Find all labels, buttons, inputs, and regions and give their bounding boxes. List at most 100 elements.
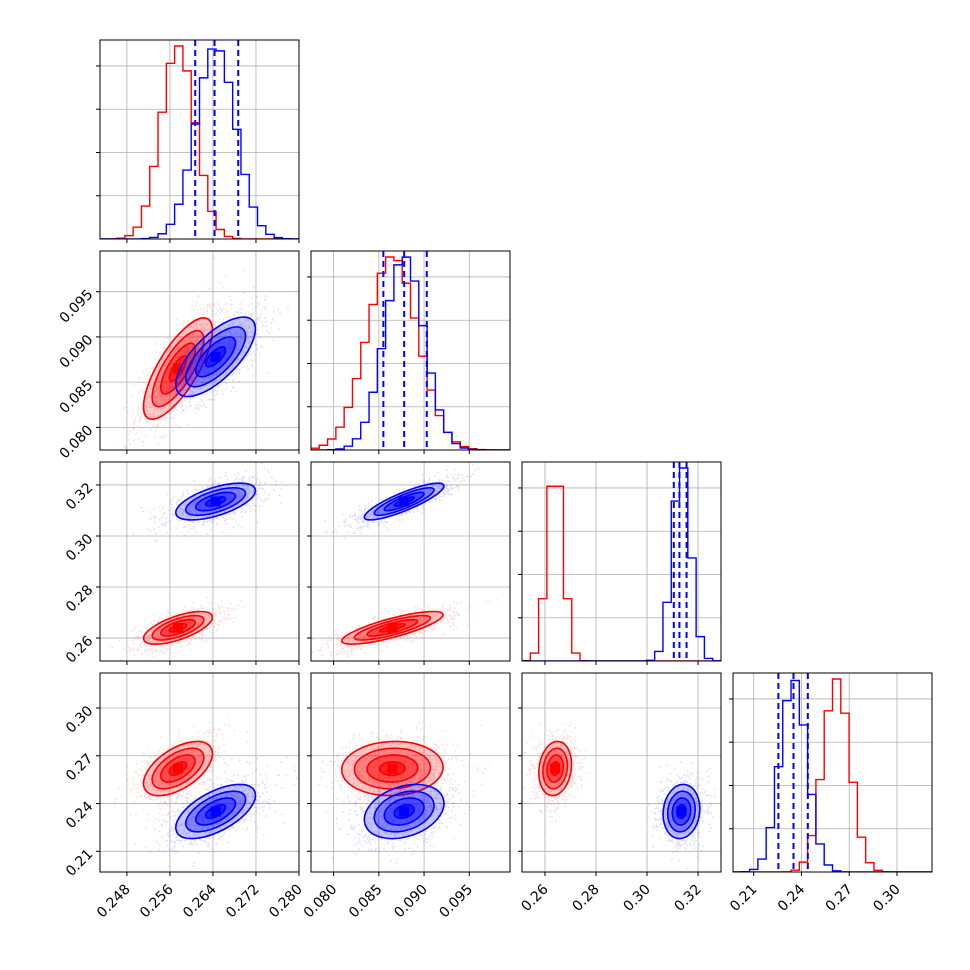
contour-line: [194, 491, 237, 512]
contour-line: [142, 317, 214, 421]
density-peak: [676, 806, 687, 817]
contour-line: [194, 797, 237, 826]
y-tick-label: 0.27: [63, 751, 96, 784]
panel-content: [100, 40, 299, 239]
contour-line: [204, 803, 227, 820]
y-tick-label: 0.21: [63, 846, 96, 879]
x-tick-label: 0.280: [266, 882, 306, 922]
panel-frame: [310, 672, 511, 873]
contour-line: [363, 783, 445, 840]
panel-0-0: [96, 39, 300, 243]
panel-content: [311, 673, 510, 872]
x-tick-label: 0.090: [391, 882, 431, 922]
contour-line: [175, 482, 257, 521]
histogram-step-line: [522, 467, 721, 661]
contour-line: [393, 803, 415, 820]
x-tick-label: 0.085: [346, 882, 386, 922]
density-peak: [172, 363, 183, 374]
contour-line: [184, 326, 247, 388]
y-tick-label: 0.095: [57, 287, 97, 327]
y-tick-label: 0.090: [57, 332, 97, 372]
contour-line: [538, 740, 573, 797]
x-tick-label: 0.26: [518, 881, 551, 914]
panel-content: [100, 251, 299, 450]
contour-line: [373, 486, 435, 517]
contour-line: [142, 610, 214, 645]
panel-3-3: [729, 672, 933, 876]
histogram-step-line: [733, 678, 932, 872]
panel-2-1: [307, 461, 511, 665]
y-tick-label: 0.085: [57, 377, 97, 417]
density-peak: [210, 351, 221, 362]
contour-line: [378, 622, 406, 633]
contour-line: [168, 622, 188, 633]
panel-1-0: [96, 250, 300, 454]
contour-line: [142, 740, 214, 797]
panel-content: [733, 673, 932, 872]
histogram-step-line: [733, 679, 932, 872]
contour-line: [175, 783, 257, 840]
density-peak: [550, 763, 561, 774]
panel-3-2: [518, 672, 722, 876]
panel-frame: [521, 672, 722, 873]
histogram-step-line: [311, 256, 510, 450]
contour-line: [151, 329, 205, 408]
x-tick-label: 0.30: [870, 882, 903, 915]
contour-line: [366, 618, 419, 637]
contour-line: [340, 610, 444, 645]
contour-line: [151, 614, 205, 641]
scatter-points: [137, 286, 297, 443]
panel-frame: [732, 672, 933, 873]
contour-line: [366, 754, 419, 783]
histogram-step-line: [522, 485, 721, 661]
panel-1-1: [307, 250, 511, 454]
contour-line: [204, 496, 227, 507]
x-tick-label: 0.30: [620, 882, 653, 915]
scatter-points: [311, 721, 491, 819]
contour-line: [204, 346, 227, 368]
y-tick-label: 0.32: [63, 480, 96, 513]
density-peak: [172, 763, 183, 774]
contour-line: [662, 783, 701, 840]
contour-line: [168, 760, 188, 777]
contour-line: [159, 618, 196, 637]
x-tick-label: 0.248: [94, 882, 134, 922]
histogram-step-line: [100, 45, 299, 239]
y-tick-label: 0.080: [57, 422, 97, 462]
x-tick-label: 0.28: [569, 882, 602, 915]
x-tick-label: 0.27: [823, 882, 856, 915]
scatter-points: [523, 721, 588, 836]
contour-line: [168, 355, 188, 383]
panel-frame: [521, 461, 722, 662]
y-tick-label: 0.30: [63, 703, 96, 736]
contour-line: [151, 747, 205, 790]
panel-content: [522, 462, 721, 661]
contour-line: [159, 754, 196, 783]
contour-line: [666, 790, 697, 833]
panel-frame: [310, 461, 511, 662]
panel-content: [522, 673, 721, 872]
histogram-step-line: [311, 256, 510, 450]
contour-line: [184, 790, 247, 833]
scatter-points: [122, 257, 245, 449]
contour-line: [378, 760, 406, 777]
x-tick-label: 0.24: [775, 881, 808, 914]
panel-2-2: [518, 461, 722, 665]
y-tick-label: 0.24: [63, 799, 96, 832]
panels-layer: [96, 39, 933, 876]
panel-frame: [99, 461, 300, 662]
contour-line: [353, 614, 432, 641]
density-peak: [387, 763, 398, 774]
panel-frame: [99, 39, 300, 240]
panel-3-1: [307, 672, 511, 876]
x-tick-label: 0.264: [180, 881, 220, 921]
contour-line: [546, 754, 565, 783]
density-peak: [399, 496, 410, 507]
density-peak: [210, 806, 221, 817]
contour-line: [383, 491, 425, 512]
panel-content: [100, 462, 299, 661]
density-peak: [387, 622, 398, 633]
contour-line: [676, 803, 687, 820]
x-tick-label: 0.256: [137, 881, 177, 921]
